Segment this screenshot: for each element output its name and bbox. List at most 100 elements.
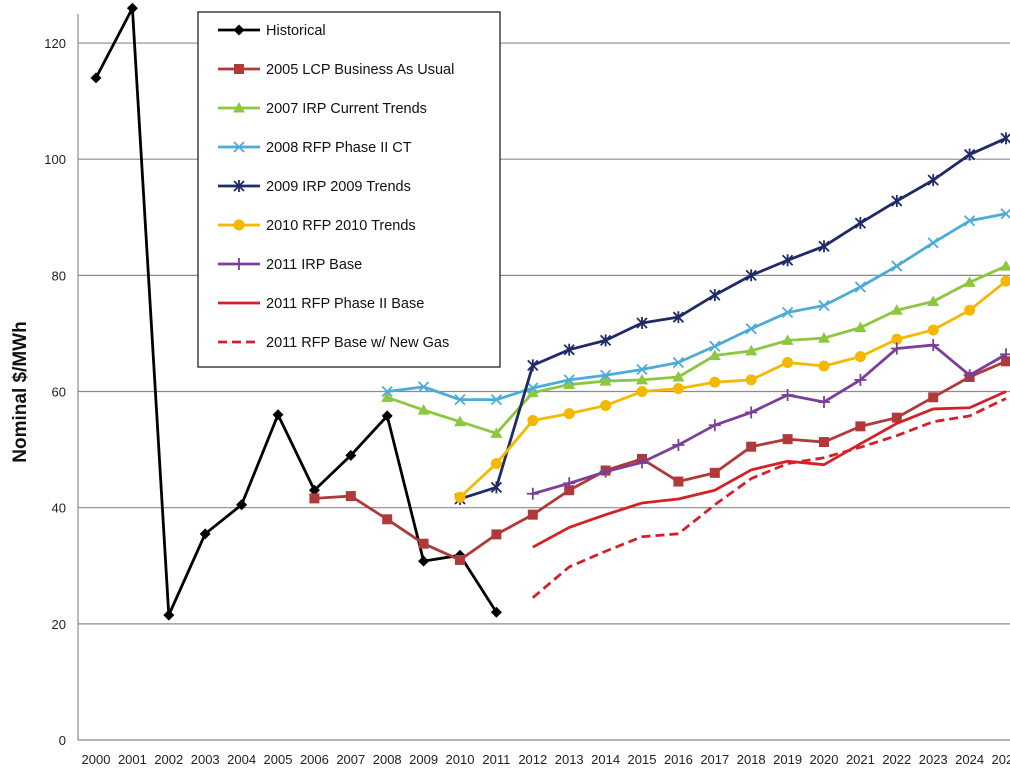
series-line — [532, 390, 1007, 549]
data-point — [418, 555, 430, 567]
data-point — [527, 415, 539, 427]
legend-label: 2005 LCP Business As Usual — [266, 62, 454, 78]
data-point — [891, 333, 903, 345]
legend-item: 2011 RFP Base w/ New Gas — [218, 335, 449, 351]
data-point — [563, 374, 575, 386]
data-point — [236, 499, 248, 511]
data-point — [418, 538, 429, 549]
data-point — [126, 2, 138, 14]
legend-item: 2010 RFP 2010 Trends — [218, 218, 416, 234]
legend-marker — [233, 24, 245, 36]
data-point — [927, 339, 940, 352]
x-tick-label: 2005 — [264, 752, 293, 767]
data-point — [745, 374, 757, 386]
data-point — [819, 437, 829, 448]
x-tick-label: 2024 — [955, 752, 984, 767]
data-point — [709, 340, 721, 352]
x-tick-label: 2016 — [664, 752, 693, 767]
data-point — [563, 408, 575, 420]
legend-item: Historical — [218, 23, 326, 39]
data-point — [1000, 132, 1010, 145]
data-point — [564, 485, 575, 496]
data-point — [781, 334, 794, 345]
data-point — [599, 369, 612, 381]
data-point — [963, 148, 976, 161]
data-point — [527, 509, 538, 520]
data-point — [745, 269, 757, 282]
data-point — [672, 311, 685, 324]
x-tick-label: 2002 — [154, 752, 183, 767]
data-point — [599, 334, 612, 347]
data-point — [963, 276, 976, 287]
data-point — [309, 493, 320, 504]
x-tick-label: 2022 — [882, 752, 911, 767]
data-point — [490, 481, 503, 494]
series-line — [386, 264, 1007, 435]
data-point — [818, 360, 830, 372]
data-point — [854, 373, 867, 386]
data-point — [345, 491, 356, 502]
legend-marker — [233, 102, 245, 113]
data-point — [527, 382, 539, 394]
legend-marker — [233, 141, 245, 153]
data-point — [673, 476, 684, 487]
data-point — [672, 356, 685, 369]
data-point — [891, 260, 903, 272]
legend-label: Historical — [266, 23, 326, 39]
x-tick-label: 2021 — [846, 752, 875, 767]
legend-item: 2011 IRP Base — [218, 257, 362, 273]
data-point — [672, 383, 684, 395]
series-5 — [454, 132, 1010, 505]
legend-box — [197, 11, 501, 368]
data-point — [600, 399, 612, 411]
data-point — [854, 351, 866, 363]
data-point — [636, 373, 648, 385]
x-tick-label: 2012 — [518, 752, 547, 767]
data-point — [927, 237, 939, 249]
data-point — [527, 359, 539, 372]
data-point — [199, 528, 211, 540]
series-line — [459, 137, 1007, 501]
data-point — [1000, 348, 1010, 361]
data-point — [636, 363, 648, 376]
x-tick-label: 2020 — [810, 752, 839, 767]
data-point — [890, 304, 903, 315]
legend-marker — [233, 180, 245, 192]
data-point — [854, 217, 867, 230]
y-tick-label: 40 — [52, 501, 66, 516]
data-point — [928, 392, 939, 403]
data-point — [636, 316, 648, 329]
legend-item: 2009 IRP 2009 Trends — [218, 179, 411, 195]
data-point — [745, 406, 758, 419]
data-point — [455, 554, 465, 565]
data-point — [818, 240, 830, 253]
data-point — [90, 72, 102, 84]
data-point — [890, 342, 903, 355]
legend-label: 2011 RFP Phase II Base — [266, 296, 424, 312]
data-point — [563, 343, 575, 356]
data-point — [1000, 275, 1010, 287]
data-point — [381, 391, 394, 402]
data-point — [382, 514, 393, 525]
x-tick-label: 2023 — [919, 752, 948, 767]
data-point — [855, 421, 866, 432]
data-point — [927, 174, 939, 187]
legend-item: 2005 LCP Business As Usual — [218, 62, 454, 78]
legend-label: 2011 IRP Base — [266, 257, 362, 273]
data-point — [563, 378, 576, 390]
x-tick-label: 2011 — [482, 752, 510, 767]
data-point — [672, 438, 685, 451]
y-tick-label: 20 — [52, 617, 66, 632]
x-tick-label: 2003 — [191, 752, 220, 767]
series-7 — [526, 339, 1010, 500]
data-point — [308, 484, 320, 496]
x-tick-label: 2001 — [118, 752, 147, 767]
series-line — [532, 343, 1007, 496]
data-point — [1000, 260, 1010, 271]
legend-item: 2008 RFP Phase II CT — [218, 140, 412, 156]
legend-marker — [233, 219, 245, 231]
series-line — [387, 212, 1007, 402]
data-point — [490, 606, 502, 618]
data-point — [854, 321, 867, 333]
